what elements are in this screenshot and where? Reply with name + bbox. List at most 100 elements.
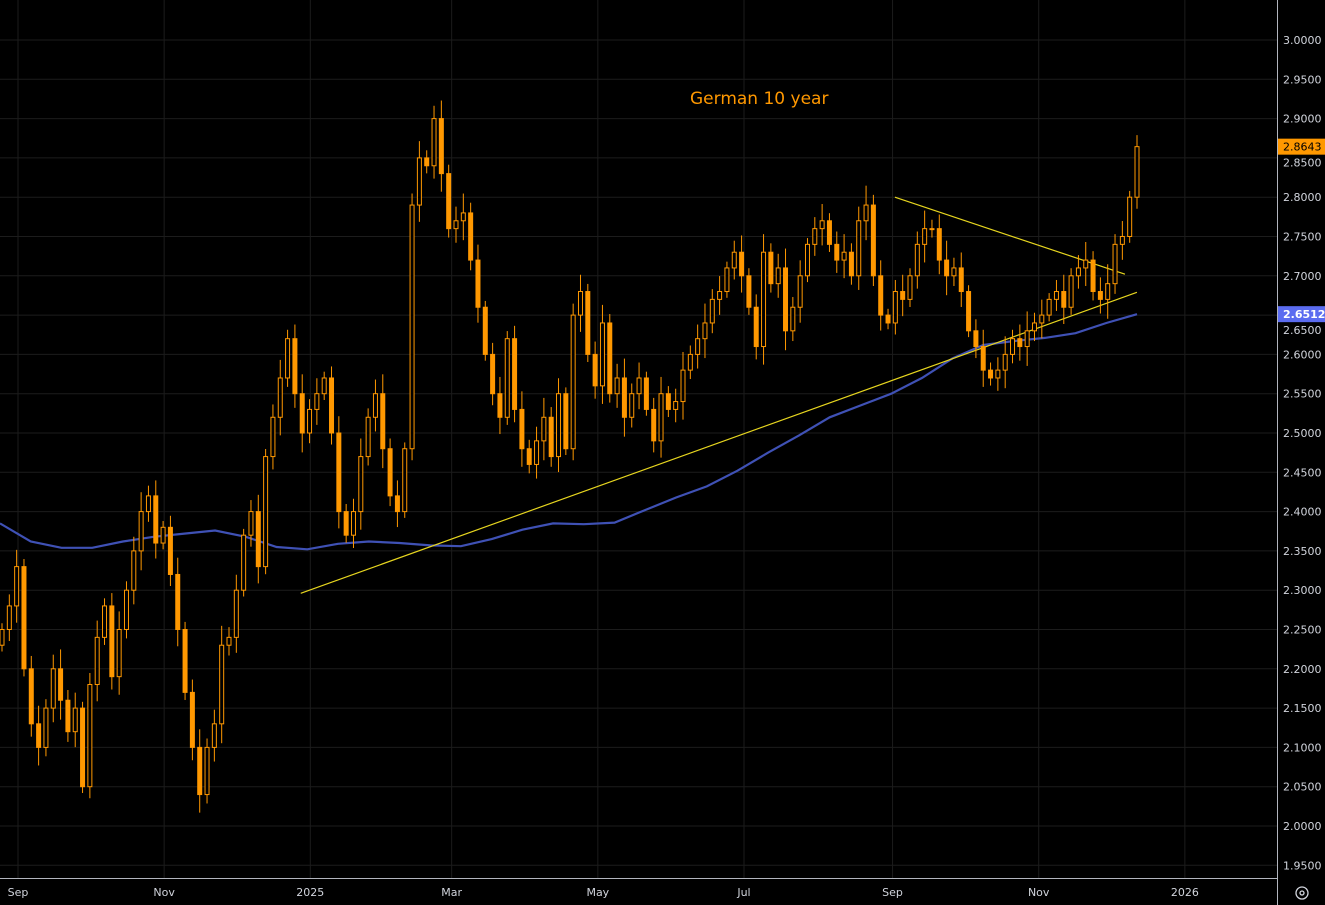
price-axis[interactable]: 1.9500 2.0000 2.0500 2.1000 2.1500 2.2000 2.25… — [1283, 34, 1322, 872]
candle — [277, 359, 283, 436]
candle — [175, 557, 181, 647]
candle — [695, 324, 701, 369]
candle-body-up — [687, 353, 693, 371]
price-tick-label: 2.9000 — [1283, 113, 1322, 126]
candle — [1046, 293, 1052, 322]
gear-icon[interactable] — [1295, 886, 1309, 900]
candle-body-down — [336, 432, 342, 513]
candle-body-up — [819, 220, 825, 230]
candle-body-up — [797, 275, 803, 308]
candle-body-down — [189, 691, 195, 748]
time-tick-label: May — [586, 886, 609, 899]
candle-body-up — [914, 243, 920, 277]
candle — [988, 362, 994, 386]
price-tick-label: 2.0500 — [1283, 781, 1322, 794]
candle — [1053, 279, 1059, 311]
candle-body-down — [585, 291, 591, 355]
candle — [153, 480, 159, 559]
candle-body-up — [431, 118, 437, 167]
candle — [856, 206, 862, 290]
candle — [314, 378, 320, 425]
candle — [629, 383, 635, 428]
candle-body-down — [182, 629, 188, 693]
candle — [900, 274, 906, 317]
candle — [43, 699, 49, 757]
candle-body-up — [72, 707, 78, 733]
candle — [512, 325, 518, 423]
candle — [211, 709, 217, 762]
candle — [541, 397, 547, 461]
candle-body-up — [160, 526, 166, 544]
price-tick-label: 2.1500 — [1283, 702, 1322, 715]
candle — [263, 448, 269, 575]
candle — [592, 341, 598, 399]
time-tick-label: Sep — [882, 886, 903, 899]
candle-body-up — [94, 636, 100, 686]
candle-body-up — [285, 338, 291, 379]
candle-body-up — [1075, 267, 1081, 277]
candle — [219, 625, 225, 744]
candle-body-down — [936, 228, 942, 261]
candle-body-down — [988, 369, 994, 379]
candle-body-down — [58, 668, 64, 701]
candle — [204, 738, 210, 804]
candle-body-up — [241, 534, 247, 591]
candle — [775, 253, 781, 298]
candle — [1105, 264, 1111, 319]
price-tick-label: 2.6500 — [1283, 324, 1322, 337]
candle-body-up — [453, 220, 459, 230]
candle — [329, 366, 335, 445]
candle — [563, 387, 569, 456]
candle — [834, 231, 840, 273]
candle — [680, 352, 686, 420]
candle — [131, 536, 137, 605]
candle-body-down — [329, 377, 335, 434]
candle-body-down — [548, 416, 554, 458]
candle — [687, 345, 693, 380]
candle — [365, 408, 371, 466]
candle-body-up — [995, 369, 1001, 379]
last-price-label: 2.8643 — [1278, 138, 1325, 155]
candle — [138, 492, 144, 571]
candle — [102, 598, 108, 645]
candle — [87, 672, 93, 799]
candle-body-down — [980, 346, 986, 371]
candle — [416, 141, 422, 222]
candle — [636, 362, 642, 410]
candle-body-down — [621, 377, 627, 418]
candle — [951, 257, 957, 287]
candle-body-up — [6, 605, 12, 630]
candle — [409, 193, 415, 461]
candle — [14, 549, 20, 623]
price-tick-label: 2.8500 — [1283, 157, 1322, 170]
candle — [907, 268, 913, 307]
candle — [878, 260, 884, 331]
candle — [1039, 299, 1045, 339]
candle — [497, 376, 503, 435]
candle-body-up — [14, 566, 20, 607]
price-tick-label: 2.6000 — [1283, 348, 1322, 361]
candle — [526, 439, 532, 474]
candle-body-up — [1010, 338, 1016, 355]
candle — [826, 213, 832, 252]
candle-body-up — [812, 228, 818, 245]
price-tick-label: 2.3500 — [1283, 545, 1322, 558]
candle — [658, 376, 664, 458]
candle — [534, 426, 540, 479]
time-axis[interactable]: Sep Nov 2025 Mar May Jul Sep Nov 2026 — [8, 886, 1199, 899]
candle — [1097, 277, 1103, 314]
candle — [387, 438, 393, 507]
candle — [1068, 268, 1074, 315]
candle-body-down — [490, 353, 496, 395]
time-tick-label: Nov — [153, 886, 175, 899]
candle-body-down — [380, 393, 386, 450]
candle-body-up — [321, 377, 327, 395]
last-price-value: 2.8643 — [1283, 141, 1322, 154]
candle — [1090, 251, 1096, 301]
candle — [709, 289, 715, 334]
candle-body-down — [21, 566, 27, 670]
candle-body-up — [248, 511, 254, 536]
candle — [797, 260, 803, 323]
candle — [358, 438, 364, 530]
